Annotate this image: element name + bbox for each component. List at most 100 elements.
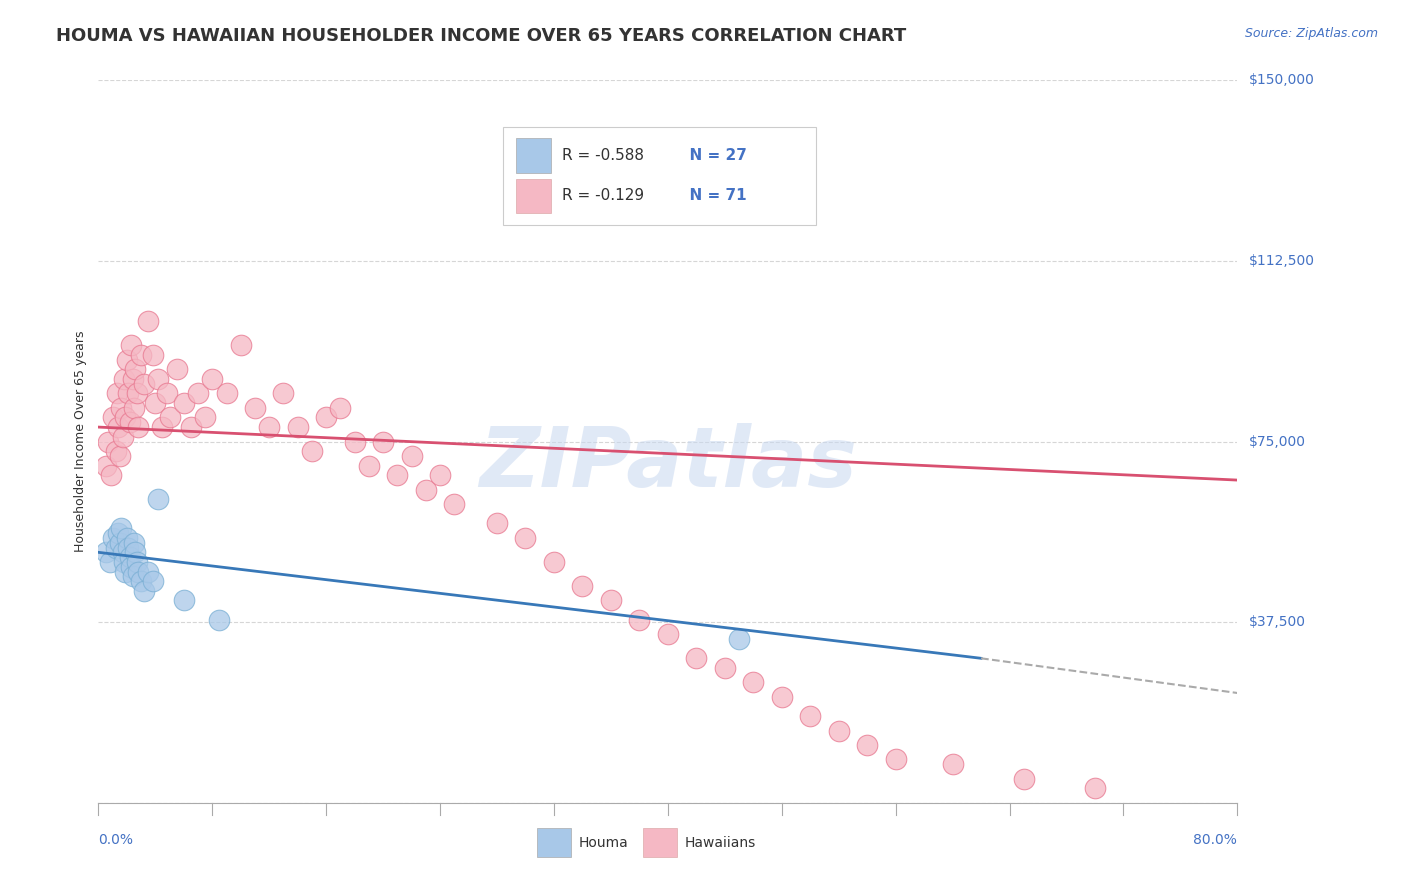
Point: [387, 468, 409, 483]
Point: [215, 386, 238, 401]
Point: [110, 401, 132, 415]
Point: [685, 651, 707, 665]
Point: [301, 444, 323, 458]
Point: [443, 497, 465, 511]
Point: [229, 338, 252, 352]
Text: Source: ZipAtlas.com: Source: ZipAtlas.com: [1244, 27, 1378, 40]
Text: R = -0.129: R = -0.129: [562, 188, 644, 203]
Point: [856, 738, 879, 752]
Point: [173, 396, 195, 410]
Text: HOUMA VS HAWAIIAN HOUSEHOLDER INCOME OVER 65 YEARS CORRELATION CHART: HOUMA VS HAWAIIAN HOUSEHOLDER INCOME OVE…: [56, 27, 907, 45]
Point: [101, 410, 124, 425]
Point: [122, 401, 145, 415]
Point: [112, 555, 135, 569]
Point: [141, 574, 163, 589]
Point: [145, 396, 167, 410]
Point: [187, 386, 209, 401]
Point: [201, 372, 224, 386]
Point: [357, 458, 380, 473]
Point: [121, 372, 143, 386]
Point: [129, 348, 152, 362]
Point: [118, 550, 141, 565]
Point: [600, 593, 623, 607]
Point: [159, 410, 181, 425]
Point: [107, 420, 129, 434]
Point: [571, 579, 593, 593]
Point: [94, 458, 117, 473]
Point: [657, 627, 679, 641]
Point: [884, 752, 907, 766]
Point: [243, 401, 266, 415]
Point: [148, 372, 170, 386]
Point: [98, 555, 121, 569]
Point: [125, 555, 148, 569]
Point: [107, 526, 129, 541]
Text: $150,000: $150,000: [1249, 73, 1315, 87]
Point: [124, 362, 146, 376]
Point: [120, 338, 142, 352]
Point: [105, 386, 128, 401]
Point: [742, 675, 765, 690]
Point: [194, 410, 217, 425]
Point: [120, 559, 142, 574]
Bar: [537, 828, 571, 857]
Point: [152, 420, 174, 434]
Point: [115, 352, 138, 367]
Bar: [643, 828, 676, 857]
Text: ZIPatlas: ZIPatlas: [479, 423, 856, 504]
Point: [111, 430, 134, 444]
Point: [132, 376, 155, 391]
Point: [486, 516, 509, 531]
Point: [104, 541, 127, 555]
Point: [104, 444, 127, 458]
Bar: [516, 178, 551, 213]
Point: [118, 415, 141, 429]
Point: [121, 569, 143, 583]
Text: Houma: Houma: [579, 836, 628, 849]
Point: [129, 574, 152, 589]
Point: [101, 531, 124, 545]
Point: [770, 690, 793, 704]
Point: [173, 593, 195, 607]
Point: [1084, 781, 1107, 796]
Point: [115, 531, 138, 545]
Point: [122, 535, 145, 549]
Point: [94, 545, 117, 559]
Point: [543, 555, 565, 569]
Point: [127, 420, 149, 434]
Point: [124, 545, 146, 559]
Point: [628, 613, 651, 627]
Point: [127, 565, 149, 579]
Point: [108, 535, 131, 549]
Point: [942, 757, 965, 772]
Text: $37,500: $37,500: [1249, 615, 1305, 629]
Text: $112,500: $112,500: [1249, 254, 1315, 268]
Point: [259, 420, 281, 434]
Point: [125, 386, 148, 401]
Point: [714, 661, 737, 675]
Point: [401, 449, 423, 463]
Point: [828, 723, 851, 738]
Point: [100, 468, 122, 483]
Point: [287, 420, 309, 434]
Point: [156, 386, 179, 401]
Text: 0.0%: 0.0%: [98, 833, 134, 847]
Bar: [516, 138, 551, 173]
Point: [315, 410, 337, 425]
Point: [1012, 772, 1035, 786]
Point: [114, 565, 136, 579]
Point: [97, 434, 120, 449]
Text: N = 71: N = 71: [679, 188, 747, 203]
Point: [112, 372, 135, 386]
Point: [415, 483, 437, 497]
Text: 80.0%: 80.0%: [1194, 833, 1237, 847]
Point: [728, 632, 751, 646]
Text: Hawaiians: Hawaiians: [685, 836, 756, 849]
Point: [114, 410, 136, 425]
Point: [166, 362, 188, 376]
Point: [373, 434, 395, 449]
Point: [110, 521, 132, 535]
Point: [136, 314, 159, 328]
Y-axis label: Householder Income Over 65 years: Householder Income Over 65 years: [75, 331, 87, 552]
Point: [117, 541, 139, 555]
